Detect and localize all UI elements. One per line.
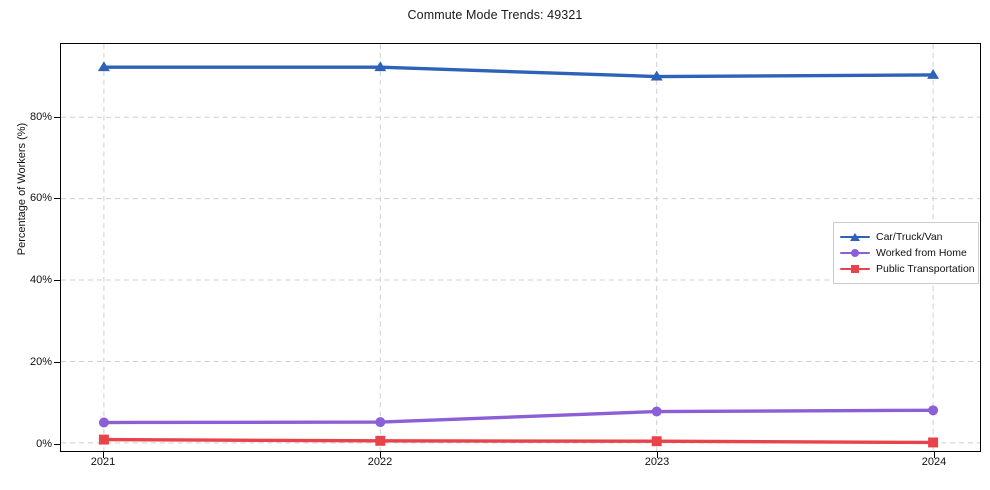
y-tick-label: 60%	[29, 192, 52, 205]
y-tick-mark	[54, 443, 60, 445]
plot-area	[60, 43, 981, 452]
data-point[interactable]	[651, 436, 662, 447]
x-tick-label: 2021	[90, 456, 116, 468]
data-point[interactable]	[928, 437, 939, 448]
y-tick-mark	[54, 116, 60, 118]
x-axis-tick-labels: 2021 2022 2023 2024	[60, 456, 981, 480]
y-tick-label: 80%	[29, 110, 52, 123]
y-tick-mark	[54, 362, 60, 364]
chart-legend[interactable]: Car/Truck/Van Worked from Home Public Tran…	[833, 222, 979, 284]
legend-label: Car/Truck/Van	[876, 230, 943, 243]
x-tick-mark	[657, 452, 658, 458]
legend-item[interactable]: Worked from Home	[840, 245, 972, 260]
y-tick-mark	[54, 280, 60, 282]
x-tick-mark	[380, 452, 381, 458]
y-tick-label: 40%	[29, 274, 52, 287]
legend-marker-circle-icon	[851, 248, 859, 257]
y-axis-tick-labels: 0% 20% 40% 60% 80%	[0, 43, 52, 452]
y-tick-label: 0%	[36, 437, 52, 450]
data-point[interactable]	[98, 434, 109, 445]
grid-lines	[61, 44, 980, 451]
data-point[interactable]	[97, 61, 110, 72]
legend-marker-square-icon	[851, 264, 859, 273]
legend-item[interactable]: Car/Truck/Van	[840, 229, 972, 244]
data-point[interactable]	[651, 406, 662, 417]
series-line	[102, 437, 935, 445]
data-point[interactable]	[375, 417, 386, 428]
data-point[interactable]	[374, 61, 387, 72]
y-axis-tick-marks	[0, 43, 60, 452]
legend-label: Worked from Home	[876, 246, 967, 259]
data-point[interactable]	[98, 417, 109, 428]
data-series-layer	[97, 61, 940, 448]
legend-item[interactable]: Public Transportation	[840, 261, 975, 276]
data-point[interactable]	[927, 68, 940, 79]
data-point[interactable]	[650, 70, 663, 81]
x-tick-label: 2024	[921, 456, 947, 468]
data-point[interactable]	[375, 435, 386, 446]
legend-marker-triangle-icon	[850, 232, 860, 241]
y-tick-label: 20%	[29, 356, 52, 369]
series-line	[102, 408, 935, 425]
data-point[interactable]	[928, 405, 939, 416]
legend-swatch	[840, 262, 870, 276]
y-tick-mark	[54, 198, 60, 200]
legend-label: Public Transportation	[876, 262, 975, 275]
x-tick-label: 2023	[644, 456, 670, 468]
x-tick-mark	[103, 452, 104, 458]
series-line	[102, 65, 935, 79]
x-tick-mark	[934, 452, 935, 458]
chart-title: Commute Mode Trends: 49321	[407, 8, 583, 22]
legend-swatch	[840, 230, 870, 244]
legend-swatch	[840, 246, 870, 260]
x-tick-label: 2022	[367, 456, 393, 468]
